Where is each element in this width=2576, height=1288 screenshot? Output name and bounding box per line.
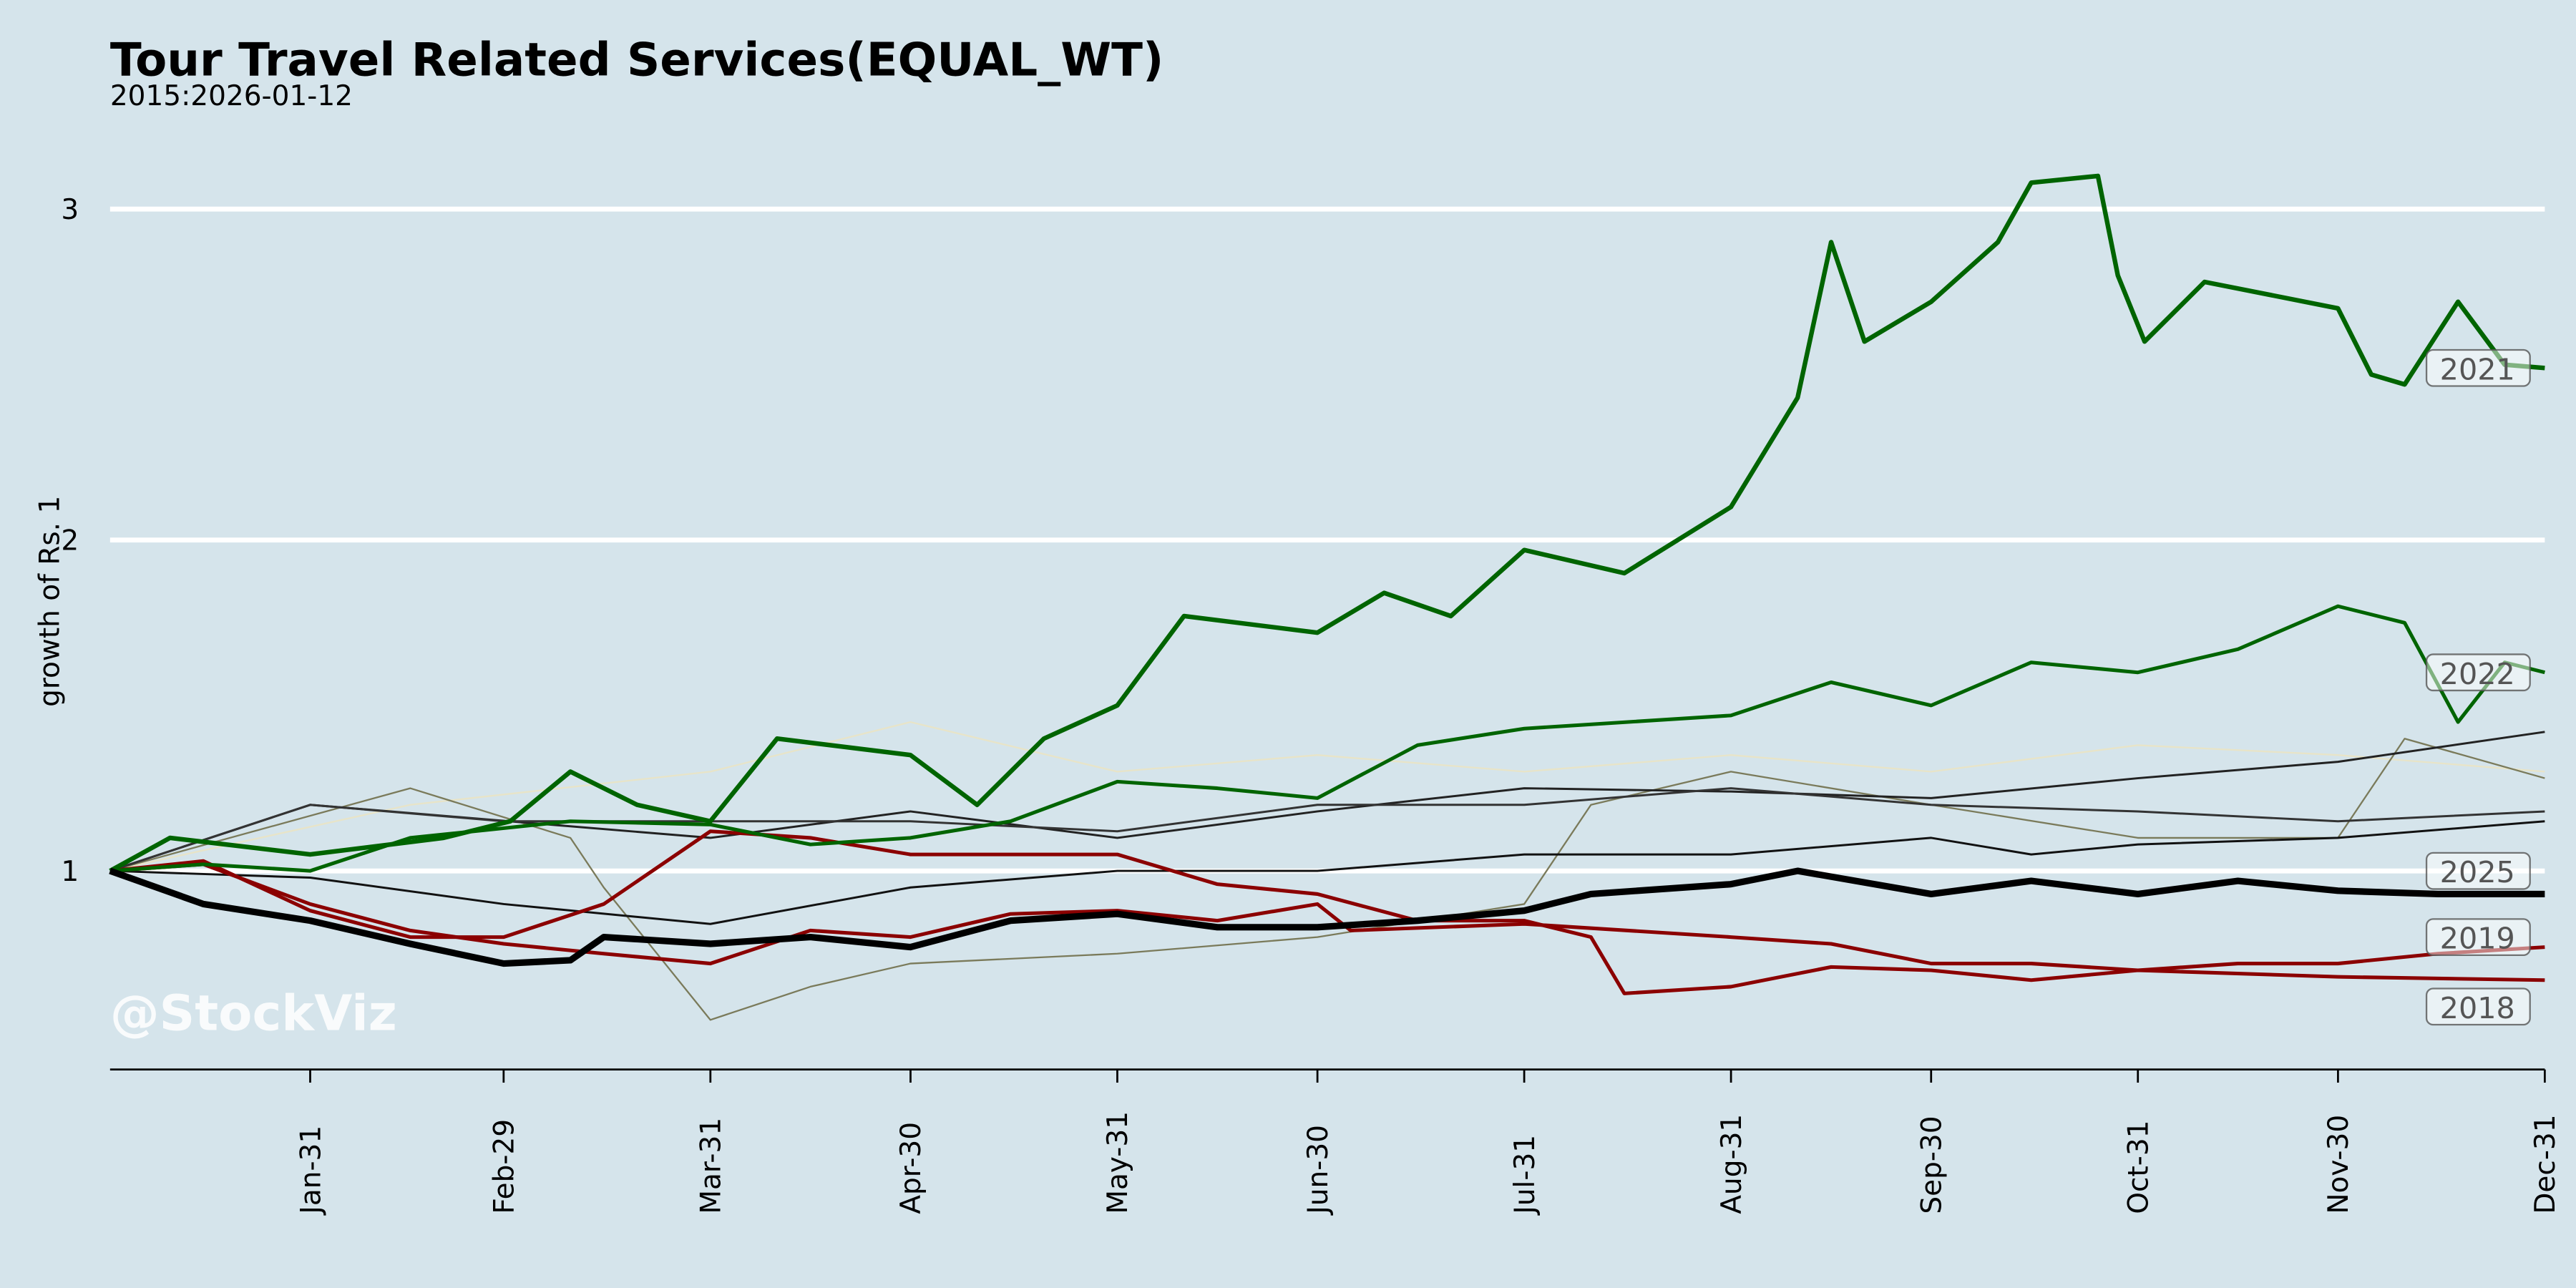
series-label-box <box>2425 918 2531 957</box>
series-label-text: 2019 <box>2440 922 2515 956</box>
y-tick-label: 3 <box>61 194 79 226</box>
x-tick-label: Dec-31 <box>2529 1114 2562 1214</box>
series-line-unlabeled-2 <box>109 731 2545 872</box>
series-line-2022 <box>109 604 2545 873</box>
y-tick-label: 1 <box>61 856 79 888</box>
watermark: @StockViz <box>110 985 397 1043</box>
series-label-2022: 2022 <box>2425 653 2531 692</box>
series-label-2018: 2018 <box>2425 987 2531 1026</box>
x-axis: Jan-31 Feb-29 Mar-31 Apr-30 May-31 Jun-30 Jul-… <box>109 1068 2562 1216</box>
y-tick-label: 2 <box>61 525 79 557</box>
y-axis-label: growth of Rs. 1 <box>34 496 67 707</box>
series-line-unlabeled-0 <box>109 721 2545 872</box>
series-label-box <box>2425 653 2531 692</box>
series-label-box <box>2425 348 2531 387</box>
x-tick-label: Sep-30 <box>1916 1116 1948 1214</box>
x-tick-label: Jun-30 <box>1302 1125 1335 1216</box>
series-label-2019: 2019 <box>2425 918 2531 957</box>
series-line-2025 <box>109 867 2545 967</box>
x-tick-label: Apr-30 <box>895 1122 927 1214</box>
x-tick-label: Oct-31 <box>2123 1120 2155 1214</box>
chart-subtitle: 2015:2026-01-12 <box>110 80 353 112</box>
series-label-2025: 2025 <box>2425 852 2531 890</box>
x-tick-label: May-31 <box>1102 1111 1134 1214</box>
series-line-unlabeled-1 <box>109 738 2545 1021</box>
series-label-text: 2022 <box>2440 657 2515 691</box>
x-tick-label: Jul-31 <box>1509 1135 1541 1216</box>
x-tick-label: Feb-29 <box>489 1119 521 1214</box>
series-line-2018 <box>109 829 2545 995</box>
series-line-2019 <box>109 862 2545 972</box>
series-line-2021 <box>109 173 2545 873</box>
series-label-box <box>2425 852 2531 890</box>
series-label-2021: 2021 <box>2425 348 2531 387</box>
y-axis: 1 2 3 <box>61 194 79 888</box>
series-label-box <box>2425 987 2531 1026</box>
x-tick-label: Nov-30 <box>2323 1115 2355 1214</box>
series-line-unlabeled-3 <box>109 820 2545 925</box>
series-label-text: 2025 <box>2440 855 2515 889</box>
x-tick-label: Aug-31 <box>1716 1114 1748 1214</box>
series-label-text: 2018 <box>2440 991 2515 1025</box>
series-labels: 2018 2019 2022 2021 2025 <box>2425 348 2531 1026</box>
x-tick-label: Mar-31 <box>696 1118 728 1214</box>
series-label-text: 2021 <box>2440 352 2515 386</box>
series-lines <box>109 173 2545 1021</box>
x-tick-label: Jan-31 <box>295 1126 327 1216</box>
chart-title: Tour Travel Related Services(EQUAL_WT) <box>110 34 1164 87</box>
